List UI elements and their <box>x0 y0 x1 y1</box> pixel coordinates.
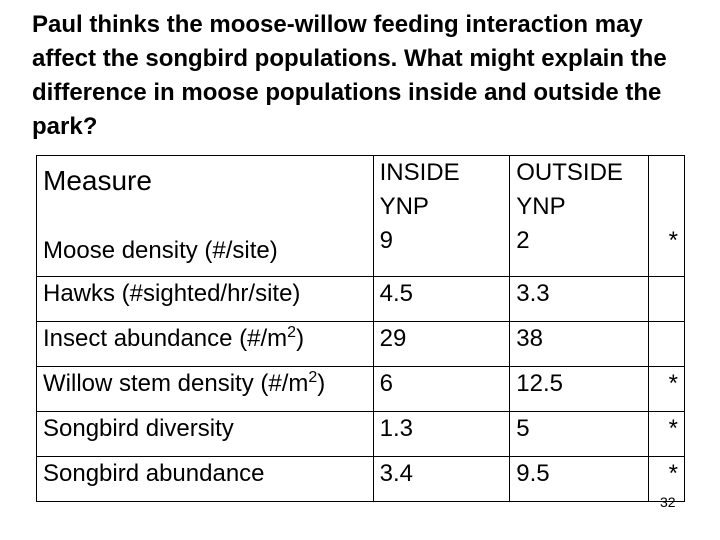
outside-value: 5 <box>509 411 650 457</box>
outside-value: 9.5 <box>509 456 650 502</box>
significance-mark: * <box>648 456 685 502</box>
table-row: Insect abundance (#/m2) 29 38 <box>36 321 685 367</box>
table-row: Songbird abundance 3.4 9.5 * <box>36 456 685 502</box>
outside-header: OUTSIDE YNP 2 <box>516 156 642 258</box>
outside-value: 3.3 <box>509 276 650 322</box>
significance-mark: * <box>648 411 685 457</box>
inside-value: 6 <box>372 366 511 412</box>
table-row: Hawks (#sighted/hr/site) 4.5 3.3 <box>36 276 685 322</box>
table-header-row: Measure Moose density (#/site) INSIDE YN… <box>36 155 685 277</box>
inside-value: 29 <box>372 321 511 367</box>
inside-value: 4.5 <box>372 276 511 322</box>
significance-cell: * <box>648 155 685 277</box>
significance-mark <box>648 321 685 367</box>
inside-header: INSIDE YNP 9 <box>380 156 504 258</box>
significance-mark <box>648 276 685 322</box>
inside-value: 3.4 <box>372 456 511 502</box>
significance-mark: * <box>648 366 685 412</box>
outside-header-cell: OUTSIDE YNP 2 <box>509 155 650 277</box>
row-label: Moose density (#/site) <box>43 237 278 264</box>
row-label: Hawks (#sighted/hr/site) <box>36 276 374 322</box>
inside-value: 9 <box>379 227 393 254</box>
data-table: Measure Moose density (#/site) INSIDE YN… <box>36 155 685 502</box>
table-row: Willow stem density (#/m2) 6 12.5 * <box>36 366 685 412</box>
table-row: Songbird diversity 1.3 5 * <box>36 411 685 457</box>
outside-value: 38 <box>509 321 650 367</box>
outside-value: 12.5 <box>509 366 650 412</box>
row-label: Insect abundance (#/m2) <box>36 321 374 367</box>
measure-header: Measure <box>43 165 152 196</box>
row-label: Willow stem density (#/m2) <box>36 366 374 412</box>
page-number: 32 <box>660 494 676 510</box>
inside-header-cell: INSIDE YNP 9 <box>372 155 511 277</box>
outside-value: 2 <box>516 227 530 254</box>
measure-header-cell: Measure Moose density (#/site) <box>36 155 374 277</box>
inside-value: 1.3 <box>372 411 511 457</box>
question-text: Paul thinks the moose-willow feeding int… <box>32 11 667 140</box>
row-label: Songbird abundance <box>36 456 374 502</box>
significance-mark: * <box>668 227 678 254</box>
row-label: Songbird diversity <box>36 411 374 457</box>
